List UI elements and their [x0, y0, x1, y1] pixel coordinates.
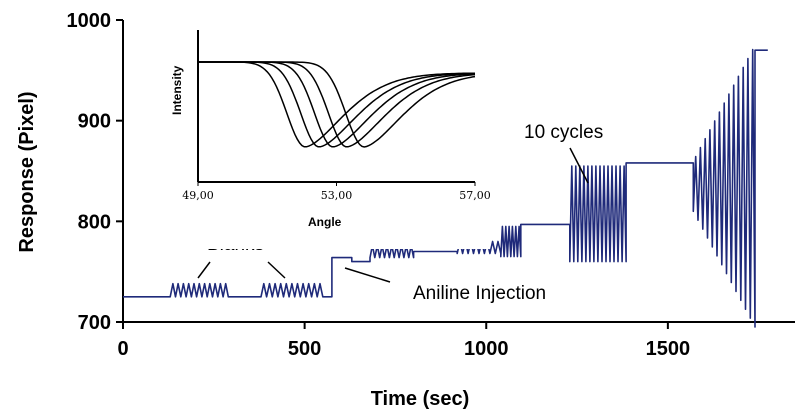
inset-chart: 49,00 53,00 57,00 Angle Intensity	[160, 24, 491, 249]
inset-curves	[198, 61, 476, 148]
y-ticks: 700 800 900 1000	[67, 10, 123, 334]
inset-x-ticks: 49,00 53,00 57,00	[182, 182, 491, 202]
blanks-pointer-2	[267, 261, 286, 279]
y-tick-label: 700	[78, 312, 111, 334]
inset-x-axis-title: Angle	[308, 215, 342, 229]
x-axis-title: Time (sec)	[371, 388, 470, 410]
inset-x-tick-label: 53,00	[321, 189, 353, 202]
y-axis-title: Response (Pixel)	[16, 91, 38, 252]
y-tick-label: 1000	[67, 10, 112, 32]
aniline-pointer	[344, 267, 391, 283]
inset-x-tick-label: 49,00	[182, 189, 214, 202]
aniline-label: Aniline Injection	[413, 283, 546, 304]
x-tick-label: 0	[117, 338, 128, 360]
y-tick-label: 900	[78, 111, 111, 133]
x-ticks: 0 500 1000 1500	[117, 322, 690, 360]
x-tick-label: 1500	[646, 338, 691, 360]
inset-curve	[198, 61, 476, 148]
x-tick-label: 500	[288, 338, 321, 360]
inset-x-tick-label: 57,00	[459, 189, 491, 202]
cycles-pointer	[569, 147, 589, 184]
x-tick-label: 1000	[464, 338, 509, 360]
inset-y-axis-title: Intensity	[170, 65, 184, 115]
cycles-label: 10 cycles	[524, 122, 603, 143]
blanks-pointer-1	[197, 261, 211, 279]
y-tick-label: 800	[78, 211, 111, 233]
